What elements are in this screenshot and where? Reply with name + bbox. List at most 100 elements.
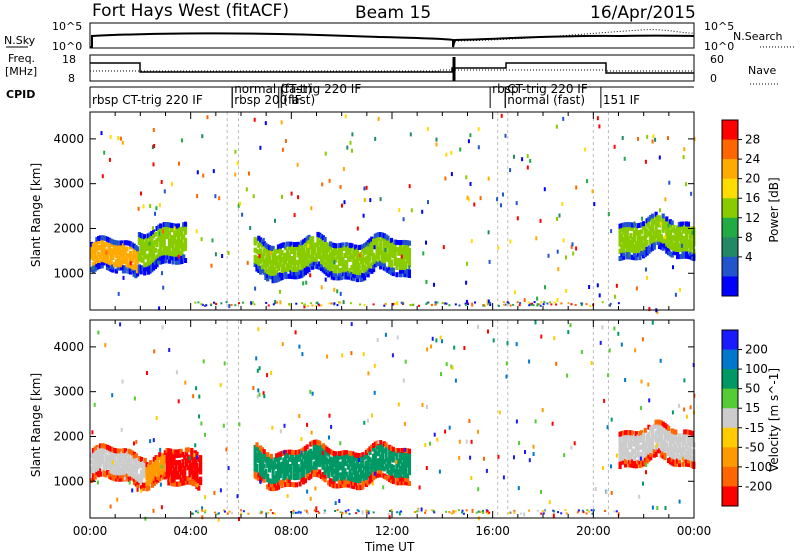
- range-gate-cell: [302, 267, 306, 273]
- scatter-echo: [470, 239, 473, 244]
- range-gate-cell: [93, 458, 97, 464]
- range-gate-cell: [125, 457, 129, 463]
- range-gate-cell: [145, 467, 149, 473]
- range-gate-cell: [179, 481, 183, 486]
- range-gate-cell: [285, 248, 290, 254]
- near-range-echo: [390, 509, 393, 512]
- near-range-echo: [574, 304, 577, 306]
- range-gate-cell: [343, 274, 347, 280]
- range-gate-cell: [289, 245, 293, 251]
- range-gate-cell: [309, 258, 313, 264]
- range-gate-cell: [379, 440, 383, 446]
- range-gate-cell: [141, 463, 145, 469]
- range-gate-cell: [285, 453, 290, 459]
- x-tick-label: 20:00: [576, 524, 611, 538]
- near-range-echo: [226, 512, 229, 515]
- scatter-echo: [541, 408, 544, 413]
- y-tick-label: 2000: [53, 429, 84, 443]
- near-range-echo: [582, 511, 585, 514]
- range-gate-cell: [663, 430, 667, 436]
- range-gate-cell: [319, 266, 324, 272]
- range-gate-cell: [658, 244, 662, 249]
- range-gate-cell: [404, 240, 408, 245]
- range-gate-cell: [667, 451, 671, 456]
- range-gate-cell: [397, 469, 401, 475]
- range-gate-cell: [129, 462, 133, 468]
- scatter-echo: [593, 202, 596, 207]
- near-range-echo: [204, 511, 206, 514]
- range-gate-cell: [132, 253, 136, 258]
- range-gate-cell: [398, 451, 403, 457]
- scatter-echo: [671, 410, 674, 415]
- range-gate-cell: [284, 482, 288, 488]
- range-gate-cell: [345, 267, 349, 273]
- near-range-echo: [234, 304, 237, 307]
- scatter-echo: [181, 138, 183, 143]
- scatter-echo: [279, 300, 282, 305]
- range-gate-cell: [152, 261, 156, 267]
- range-gate-cell: [332, 476, 336, 482]
- range-gate-cell: [679, 454, 683, 460]
- scatter-echo: [371, 481, 374, 486]
- near-range-echo: [258, 512, 261, 515]
- scatter-echo: [128, 480, 131, 485]
- range-gate-cell: [632, 244, 637, 250]
- range-gate-cell: [361, 262, 365, 268]
- range-gate-cell: [294, 460, 298, 466]
- range-gate-cell: [273, 274, 277, 280]
- range-gate-cell: [670, 460, 674, 466]
- range-gate-cell: [109, 449, 113, 455]
- range-gate-cell: [169, 470, 173, 476]
- near-range-echo: [585, 303, 588, 306]
- near-range-echo: [604, 509, 607, 512]
- range-gate-cell: [167, 459, 171, 464]
- range-gate-cell: [661, 245, 665, 251]
- range-gate-cell: [129, 269, 133, 275]
- range-gate-cell: [640, 462, 644, 468]
- range-gate-cell: [152, 475, 156, 481]
- range-gate-cell: [647, 220, 651, 226]
- range-gate-cell: [316, 231, 320, 237]
- scatter-echo: [467, 139, 470, 144]
- range-gate-cell: [123, 463, 128, 469]
- range-gate-cell: [654, 423, 658, 429]
- range-gate-cell: [398, 476, 403, 482]
- range-gate-cell: [638, 445, 642, 451]
- range-gate-cell: [314, 461, 318, 467]
- range-gate-cell: [334, 462, 338, 467]
- panel-background: [90, 112, 694, 310]
- range-gate-cell: [276, 456, 281, 462]
- range-gate-cell: [131, 450, 135, 456]
- scatter-echo: [664, 197, 667, 202]
- scatter-echo: [336, 289, 339, 294]
- range-gate-cell: [634, 431, 638, 437]
- range-gate-cell: [386, 235, 390, 241]
- range-gate-cell: [665, 245, 669, 251]
- range-gate-cell: [686, 429, 690, 435]
- range-gate-cell: [100, 235, 104, 241]
- range-gate-cell: [389, 270, 394, 276]
- range-gate-cell: [345, 453, 349, 459]
- range-gate-cell: [171, 239, 175, 245]
- range-gate-cell: [402, 243, 406, 249]
- range-gate-cell: [332, 257, 336, 263]
- range-gate-cell: [285, 252, 290, 258]
- range-gate-cell: [618, 256, 622, 261]
- range-gate-cell: [312, 464, 316, 470]
- range-gate-cell: [674, 236, 678, 241]
- range-gate-cell: [400, 455, 404, 461]
- range-gate-cell: [652, 233, 656, 239]
- range-gate-cell: [318, 232, 322, 238]
- range-gate-cell: [90, 459, 94, 465]
- range-gate-cell: [354, 251, 358, 257]
- near-range-echo: [518, 304, 521, 307]
- range-gate-cell: [690, 463, 694, 469]
- range-gate-cell: [677, 246, 681, 252]
- near-range-echo: [589, 304, 592, 307]
- range-gate-cell: [275, 255, 279, 261]
- range-gate-cell: [354, 470, 358, 476]
- range-gate-cell: [104, 459, 108, 465]
- range-gate-cell: [143, 457, 147, 463]
- range-gate-cell: [159, 239, 163, 245]
- range-gate-cell: [654, 211, 658, 217]
